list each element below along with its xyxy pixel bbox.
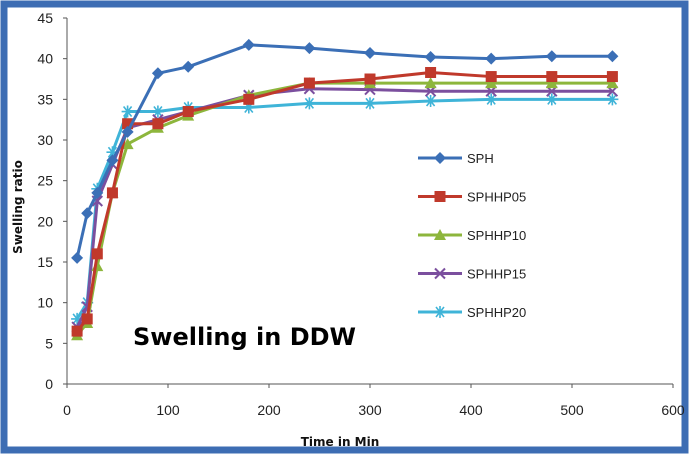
y-tick-label: 25 bbox=[37, 173, 53, 189]
data-point-sph bbox=[91, 186, 104, 199]
legend-item-sphhp15: SPHHP15 bbox=[418, 267, 526, 282]
data-point-sphhp10 bbox=[121, 138, 134, 150]
legend-marker bbox=[434, 191, 446, 202]
data-point-sphhp05 bbox=[364, 73, 376, 85]
data-point-sph bbox=[364, 46, 376, 59]
y-tick-label: 35 bbox=[37, 91, 53, 107]
data-point-sph bbox=[545, 50, 558, 63]
series-sph bbox=[71, 38, 619, 264]
data-point-sph bbox=[485, 52, 498, 65]
data-point-sph bbox=[106, 154, 119, 167]
y-tick-label: 20 bbox=[37, 213, 53, 229]
data-point-sphhp20 bbox=[71, 312, 84, 325]
chart-annotation: Swelling in DDW bbox=[133, 323, 356, 351]
legend-item-sphhp10: SPHHP10 bbox=[418, 228, 526, 243]
y-tick-label: 5 bbox=[45, 335, 53, 351]
data-point-sphhp20 bbox=[151, 105, 164, 118]
legend-marker bbox=[434, 152, 446, 164]
data-point-sphhp20 bbox=[303, 97, 316, 110]
data-point-sphhp20 bbox=[485, 93, 498, 106]
legend-item-sphhp05: SPHHP05 bbox=[418, 190, 526, 205]
data-point-sphhp05 bbox=[303, 77, 315, 89]
x-tick-label: 400 bbox=[459, 402, 483, 418]
series-layer bbox=[71, 38, 619, 341]
data-point-sphhp05 bbox=[71, 325, 83, 337]
x-tick-label: 600 bbox=[661, 402, 685, 418]
data-point-sph bbox=[606, 50, 619, 63]
x-tick-label: 500 bbox=[560, 402, 584, 418]
series-sphhp05 bbox=[71, 66, 618, 337]
y-tick-label: 10 bbox=[37, 295, 53, 311]
x-axis: 0 100 200 300 400 500 600 bbox=[63, 383, 685, 418]
y-tick-labels: 0 5 10 15 20 25 30 35 40 45 bbox=[37, 10, 67, 392]
data-point-sph bbox=[303, 42, 316, 55]
data-point-sphhp05 bbox=[91, 248, 103, 260]
x-tick-label: 0 bbox=[63, 402, 71, 418]
data-point-sphhp20 bbox=[424, 94, 437, 107]
legend-label: SPHHP15 bbox=[467, 267, 526, 282]
legend-item-sphhp20: SPHHP20 bbox=[418, 305, 526, 320]
data-point-sphhp20 bbox=[606, 93, 619, 106]
x-tick-label: 100 bbox=[156, 402, 180, 418]
data-point-sphhp20 bbox=[242, 101, 255, 114]
data-point-sphhp10 bbox=[424, 77, 437, 89]
data-point-sphhp20 bbox=[545, 93, 558, 106]
legend-marker bbox=[434, 306, 446, 318]
legend-item-sph: SPH bbox=[418, 151, 494, 166]
data-point-sphhp10 bbox=[606, 77, 619, 89]
data-point-sph bbox=[151, 67, 164, 80]
legend-label: SPHHP20 bbox=[467, 305, 526, 320]
y-tick-label: 30 bbox=[37, 132, 53, 148]
legend-marker bbox=[434, 229, 446, 240]
data-point-sphhp05 bbox=[81, 313, 93, 325]
legend-label: SPH bbox=[467, 151, 494, 166]
data-point-sph bbox=[81, 207, 94, 220]
series-line-sph bbox=[75, 43, 613, 259]
data-point-sphhp05 bbox=[182, 106, 194, 118]
data-point-sphhp05 bbox=[606, 71, 618, 83]
y-tick-label: 40 bbox=[37, 51, 53, 67]
data-point-sphhp05 bbox=[546, 71, 558, 83]
y-axis-title: Swelling ratio bbox=[11, 160, 25, 254]
x-tick-label: 200 bbox=[257, 402, 281, 418]
data-point-sphhp05 bbox=[485, 71, 497, 83]
data-point-sphhp05 bbox=[106, 187, 118, 199]
x-tick-label: 300 bbox=[358, 402, 382, 418]
data-point-sphhp10 bbox=[485, 77, 498, 89]
legend-marker bbox=[434, 267, 446, 280]
data-point-sph bbox=[182, 60, 195, 73]
data-point-sphhp20 bbox=[106, 146, 119, 159]
series-line-sphhp05 bbox=[75, 70, 613, 333]
y-tick-label: 45 bbox=[37, 10, 53, 26]
y-tick-label: 0 bbox=[45, 376, 53, 392]
data-point-sphhp05 bbox=[152, 118, 164, 130]
data-point-sphhp20 bbox=[121, 105, 134, 118]
data-point-sph bbox=[424, 51, 437, 64]
legend-label: SPHHP05 bbox=[467, 190, 526, 205]
x-tick-labels: 0 100 200 300 400 500 600 bbox=[63, 384, 685, 418]
data-point-sphhp05 bbox=[425, 66, 437, 78]
data-point-sphhp10 bbox=[545, 77, 558, 89]
data-point-sphhp05 bbox=[243, 93, 255, 105]
data-point-sphhp05 bbox=[122, 118, 134, 130]
data-point-sph bbox=[71, 251, 84, 264]
y-tick-label: 15 bbox=[37, 254, 53, 270]
x-axis-title: Time in Min bbox=[301, 435, 380, 449]
y-axis: 0 5 10 15 20 25 30 35 40 45 bbox=[37, 10, 68, 392]
legend-label: SPHHP10 bbox=[467, 228, 526, 243]
data-point-sph bbox=[121, 125, 134, 138]
series-line-sphhp20 bbox=[75, 97, 613, 320]
legend: SPH SPHHP05 SPHHP10 SPHHP15 SPHHP20 bbox=[418, 151, 526, 320]
data-point-sphhp20 bbox=[364, 97, 376, 110]
data-point-sph bbox=[242, 38, 255, 51]
